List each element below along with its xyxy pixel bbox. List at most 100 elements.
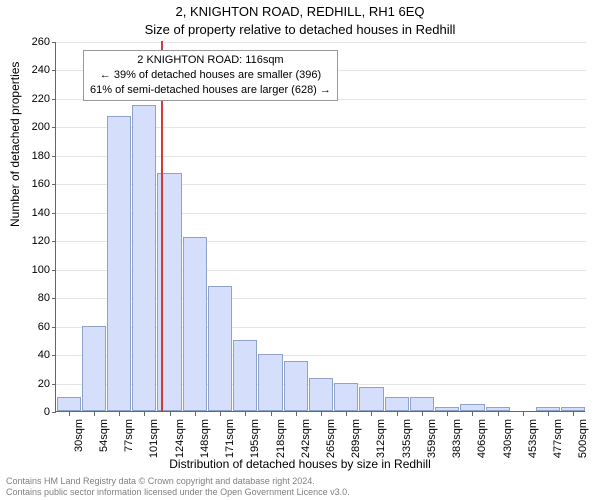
x-tick-mark (346, 412, 347, 416)
chart-container: 2, KNIGHTON ROAD, REDHILL, RH1 6EQ Size … (0, 0, 600, 500)
footer-line-2: Contains public sector information licen… (6, 487, 350, 498)
histogram-bar (536, 407, 560, 411)
y-tick-label: 0 (10, 406, 50, 418)
x-tick-label: 406sqm (476, 419, 488, 464)
x-tick-mark (422, 412, 423, 416)
y-tick-mark (52, 355, 56, 356)
chart-title-main: 2, KNIGHTON ROAD, REDHILL, RH1 6EQ (0, 4, 600, 19)
x-tick-label: 359sqm (426, 419, 438, 464)
x-tick-label: 218sqm (275, 419, 287, 464)
x-tick-mark (523, 412, 524, 416)
y-tick-mark (52, 270, 56, 271)
chart-title-sub: Size of property relative to detached ho… (0, 22, 600, 37)
histogram-bar (208, 286, 232, 411)
y-tick-label: 80 (10, 292, 50, 304)
x-tick-label: 312sqm (375, 419, 387, 464)
y-tick-label: 240 (10, 64, 50, 76)
x-tick-label: 265sqm (325, 419, 337, 464)
histogram-bar (410, 397, 434, 411)
y-tick-label: 60 (10, 321, 50, 333)
y-tick-label: 180 (10, 150, 50, 162)
x-tick-mark (195, 412, 196, 416)
histogram-bar (486, 407, 510, 411)
x-tick-mark (144, 412, 145, 416)
x-tick-label: 54sqm (98, 419, 110, 464)
x-tick-mark (498, 412, 499, 416)
x-tick-label: 335sqm (401, 419, 413, 464)
histogram-bar (258, 354, 282, 411)
x-tick-mark (397, 412, 398, 416)
x-tick-mark (472, 412, 473, 416)
x-tick-mark (245, 412, 246, 416)
x-tick-mark (170, 412, 171, 416)
histogram-bar (82, 326, 106, 411)
histogram-bar (107, 116, 131, 411)
y-tick-mark (52, 127, 56, 128)
annotation-line: ← 39% of detached houses are smaller (39… (90, 68, 331, 83)
histogram-bar (309, 378, 333, 411)
x-tick-mark (371, 412, 372, 416)
gridline (56, 42, 586, 43)
y-axis-label: Number of detached properties (8, 62, 22, 227)
y-tick-label: 260 (10, 36, 50, 48)
y-tick-label: 20 (10, 378, 50, 390)
x-tick-mark (573, 412, 574, 416)
histogram-bar (435, 407, 459, 411)
y-tick-mark (52, 384, 56, 385)
y-tick-label: 40 (10, 349, 50, 361)
y-tick-mark (52, 156, 56, 157)
y-tick-mark (52, 298, 56, 299)
x-tick-label: 430sqm (502, 419, 514, 464)
x-tick-mark (321, 412, 322, 416)
y-tick-label: 100 (10, 264, 50, 276)
y-tick-mark (52, 184, 56, 185)
x-tick-label: 171sqm (224, 419, 236, 464)
histogram-bar (359, 387, 383, 411)
histogram-bar (233, 340, 257, 411)
y-tick-mark (52, 42, 56, 43)
histogram-bar (284, 361, 308, 411)
x-tick-mark (220, 412, 221, 416)
x-tick-mark (271, 412, 272, 416)
x-tick-label: 500sqm (577, 419, 589, 464)
histogram-bar (132, 105, 156, 411)
y-tick-mark (52, 70, 56, 71)
y-tick-mark (52, 241, 56, 242)
y-tick-label: 140 (10, 207, 50, 219)
histogram-bar (385, 397, 409, 411)
x-tick-mark (69, 412, 70, 416)
histogram-bar (460, 404, 484, 411)
y-tick-label: 120 (10, 235, 50, 247)
x-tick-label: 289sqm (350, 419, 362, 464)
histogram-bar (183, 237, 207, 411)
x-tick-label: 77sqm (123, 419, 135, 464)
x-tick-mark (94, 412, 95, 416)
annotation-box: 2 KNIGHTON ROAD: 116sqm← 39% of detached… (83, 50, 338, 101)
x-tick-mark (548, 412, 549, 416)
x-tick-label: 477sqm (552, 419, 564, 464)
y-tick-label: 220 (10, 93, 50, 105)
x-tick-mark (119, 412, 120, 416)
histogram-bar (561, 407, 585, 411)
x-tick-label: 30sqm (73, 419, 85, 464)
x-tick-label: 148sqm (199, 419, 211, 464)
histogram-bar (334, 383, 358, 411)
x-tick-mark (447, 412, 448, 416)
footer-line-1: Contains HM Land Registry data © Crown c… (6, 476, 350, 487)
x-tick-label: 453sqm (527, 419, 539, 464)
annotation-line: 61% of semi-detached houses are larger (… (90, 83, 331, 98)
y-tick-label: 160 (10, 178, 50, 190)
x-tick-label: 383sqm (451, 419, 463, 464)
x-tick-label: 195sqm (249, 419, 261, 464)
x-tick-mark (296, 412, 297, 416)
histogram-bar (57, 397, 81, 411)
y-tick-label: 200 (10, 121, 50, 133)
y-tick-mark (52, 213, 56, 214)
footer-attribution: Contains HM Land Registry data © Crown c… (6, 476, 350, 499)
y-tick-mark (52, 99, 56, 100)
x-tick-label: 124sqm (174, 419, 186, 464)
x-tick-label: 101sqm (148, 419, 160, 464)
y-tick-mark (52, 412, 56, 413)
annotation-line: 2 KNIGHTON ROAD: 116sqm (90, 53, 331, 68)
x-tick-label: 242sqm (300, 419, 312, 464)
